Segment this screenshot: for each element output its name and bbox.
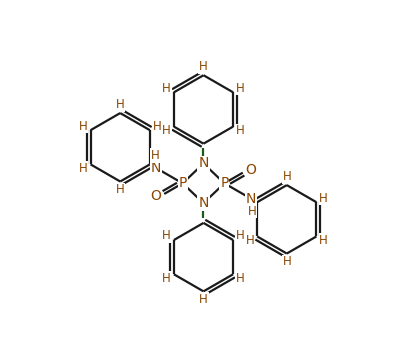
Text: H: H [236,82,245,95]
Text: P: P [178,176,187,190]
Text: H: H [162,272,171,285]
Text: H: H [153,119,162,132]
Text: H: H [151,149,160,162]
Text: N: N [198,156,209,171]
Text: H: H [162,82,171,95]
Text: H: H [116,98,125,111]
Text: H: H [236,229,245,242]
Text: H: H [236,272,245,285]
Text: H: H [247,205,256,218]
Text: H: H [79,119,88,132]
Text: H: H [236,124,245,137]
Text: H: H [245,234,254,247]
Text: H: H [199,293,208,306]
Text: H: H [282,255,291,268]
Text: N: N [246,192,256,205]
Text: H: H [162,229,171,242]
Text: H: H [319,234,328,247]
Text: O: O [150,189,161,203]
Text: H: H [79,162,88,175]
Text: H: H [319,192,328,205]
Text: N: N [151,161,161,175]
Text: P: P [220,176,229,190]
Text: H: H [116,183,125,196]
Text: O: O [246,163,257,178]
Text: H: H [282,170,291,183]
Text: N: N [198,196,209,210]
Text: H: H [162,124,171,137]
Text: H: H [199,61,208,73]
